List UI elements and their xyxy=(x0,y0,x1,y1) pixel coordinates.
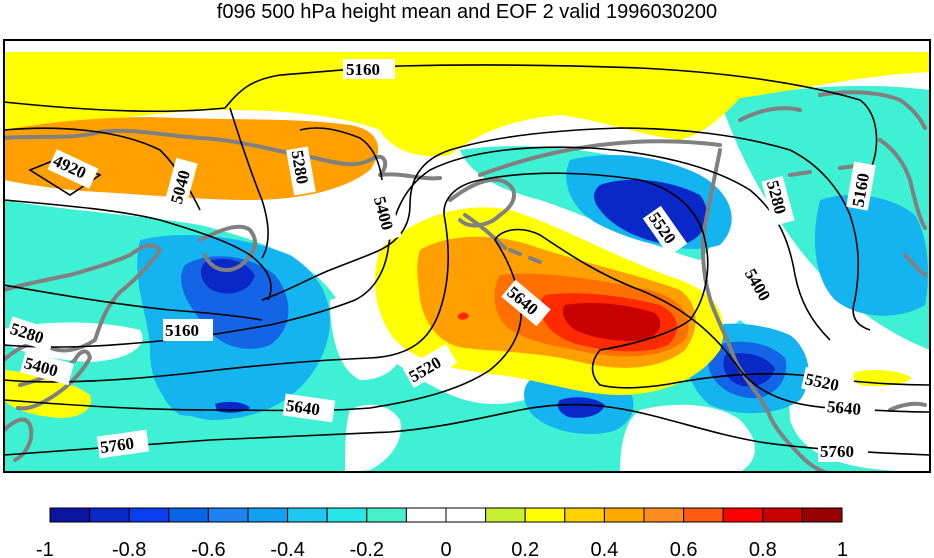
colorbar-box xyxy=(287,507,328,523)
colorbar-box xyxy=(445,507,487,523)
colorbar-tick-label: -0.6 xyxy=(191,539,225,558)
coastline-arctic-islands xyxy=(738,90,927,130)
coastline-canada-north xyxy=(878,138,927,230)
colorbar-tick-label: 0.6 xyxy=(670,539,698,558)
contour-5160-north xyxy=(4,64,878,171)
anomaly-darkred-center xyxy=(562,302,661,341)
colorbar-labels: -1 -0.8 -0.6 -0.4 -0.2 0 0.2 0.4 0.6 0.8 1 xyxy=(36,539,848,558)
contour-5280-center xyxy=(299,127,383,181)
coastline-aleutians xyxy=(463,213,542,264)
anomaly-darkblue-center xyxy=(557,397,605,418)
coastline-alaska-north xyxy=(478,139,722,177)
colorbar-box xyxy=(49,507,91,523)
map-frame xyxy=(3,39,931,473)
contour-label-group: 5160 4920 5040 5280 5400 5520 5640 5280 … xyxy=(5,59,876,462)
colorbar-box xyxy=(485,507,526,523)
colorbar-box xyxy=(524,507,566,523)
coastline-alaska-panhandle xyxy=(700,148,737,362)
coastline-kamchatka xyxy=(198,224,257,272)
colorbar-box xyxy=(326,507,368,523)
colorbar-box xyxy=(366,507,407,523)
colorbar-box xyxy=(801,507,843,523)
colorbar-tick-label: -0.8 xyxy=(112,539,146,558)
colorbar-box xyxy=(683,507,724,523)
colorbar-box xyxy=(247,507,289,523)
colorbar-box xyxy=(89,507,130,523)
anomaly-cyan-arctic xyxy=(737,121,830,164)
colorbar-tick-label: -0.2 xyxy=(350,539,384,558)
contour-5520 xyxy=(4,172,930,389)
colorbar-tick-label: 0.4 xyxy=(590,539,618,558)
anomaly-white-gap-4 xyxy=(620,404,755,472)
coastline-canada-west xyxy=(733,358,827,472)
colorbar-box xyxy=(168,507,209,523)
coastline-east-dash xyxy=(788,164,857,177)
colorbar-box xyxy=(643,507,685,523)
contour-label: 5640 xyxy=(285,396,321,420)
contour-4920 xyxy=(28,157,102,196)
colorbar-tick-label: 1 xyxy=(837,539,848,558)
anomaly-orange-north xyxy=(4,117,379,200)
contour-5760 xyxy=(4,403,930,456)
colorbar-tick-label: 0.8 xyxy=(749,539,777,558)
colorbar-tick-label: -0.4 xyxy=(270,539,304,558)
contour-label: 5640 xyxy=(826,397,862,419)
colorbar-box xyxy=(207,507,249,523)
anomaly-white-gap-3 xyxy=(345,404,401,472)
anomaly-yellow-north xyxy=(4,52,930,157)
colorbar-tick-label: 0 xyxy=(440,539,451,558)
colorbar-box xyxy=(128,507,170,523)
contour-5160-west xyxy=(229,107,269,259)
contour-5640 xyxy=(4,228,930,413)
contour-5280-central xyxy=(261,127,871,331)
colorbar-box xyxy=(603,507,645,523)
anomaly-darkblue-north xyxy=(594,179,708,245)
colorbar-box xyxy=(722,507,764,523)
contour-5400-west xyxy=(4,284,263,321)
map-title: f096 500 hPa height mean and EOF 2 valid… xyxy=(216,1,718,23)
eof-anomaly-field xyxy=(4,40,930,472)
contour-label: 5760 xyxy=(820,442,854,461)
colorbar-box xyxy=(405,507,447,523)
colorbar-tick-label: 0.2 xyxy=(511,539,539,558)
colorbar-tick-label: -1 xyxy=(36,539,54,558)
colorbar-box xyxy=(564,507,605,523)
colorbar xyxy=(49,507,843,523)
contour-label: 5760 xyxy=(99,434,135,458)
anomaly-red-dot xyxy=(458,312,469,320)
coastline-hudson xyxy=(903,253,927,277)
coastline-southeast xyxy=(888,401,927,412)
contour-label: 5160 xyxy=(165,321,199,340)
contour-5280-west xyxy=(4,199,272,301)
anomaly-lightblue-east xyxy=(815,195,928,316)
colorbar-box xyxy=(762,507,803,523)
contour-label: 5160 xyxy=(346,60,380,79)
